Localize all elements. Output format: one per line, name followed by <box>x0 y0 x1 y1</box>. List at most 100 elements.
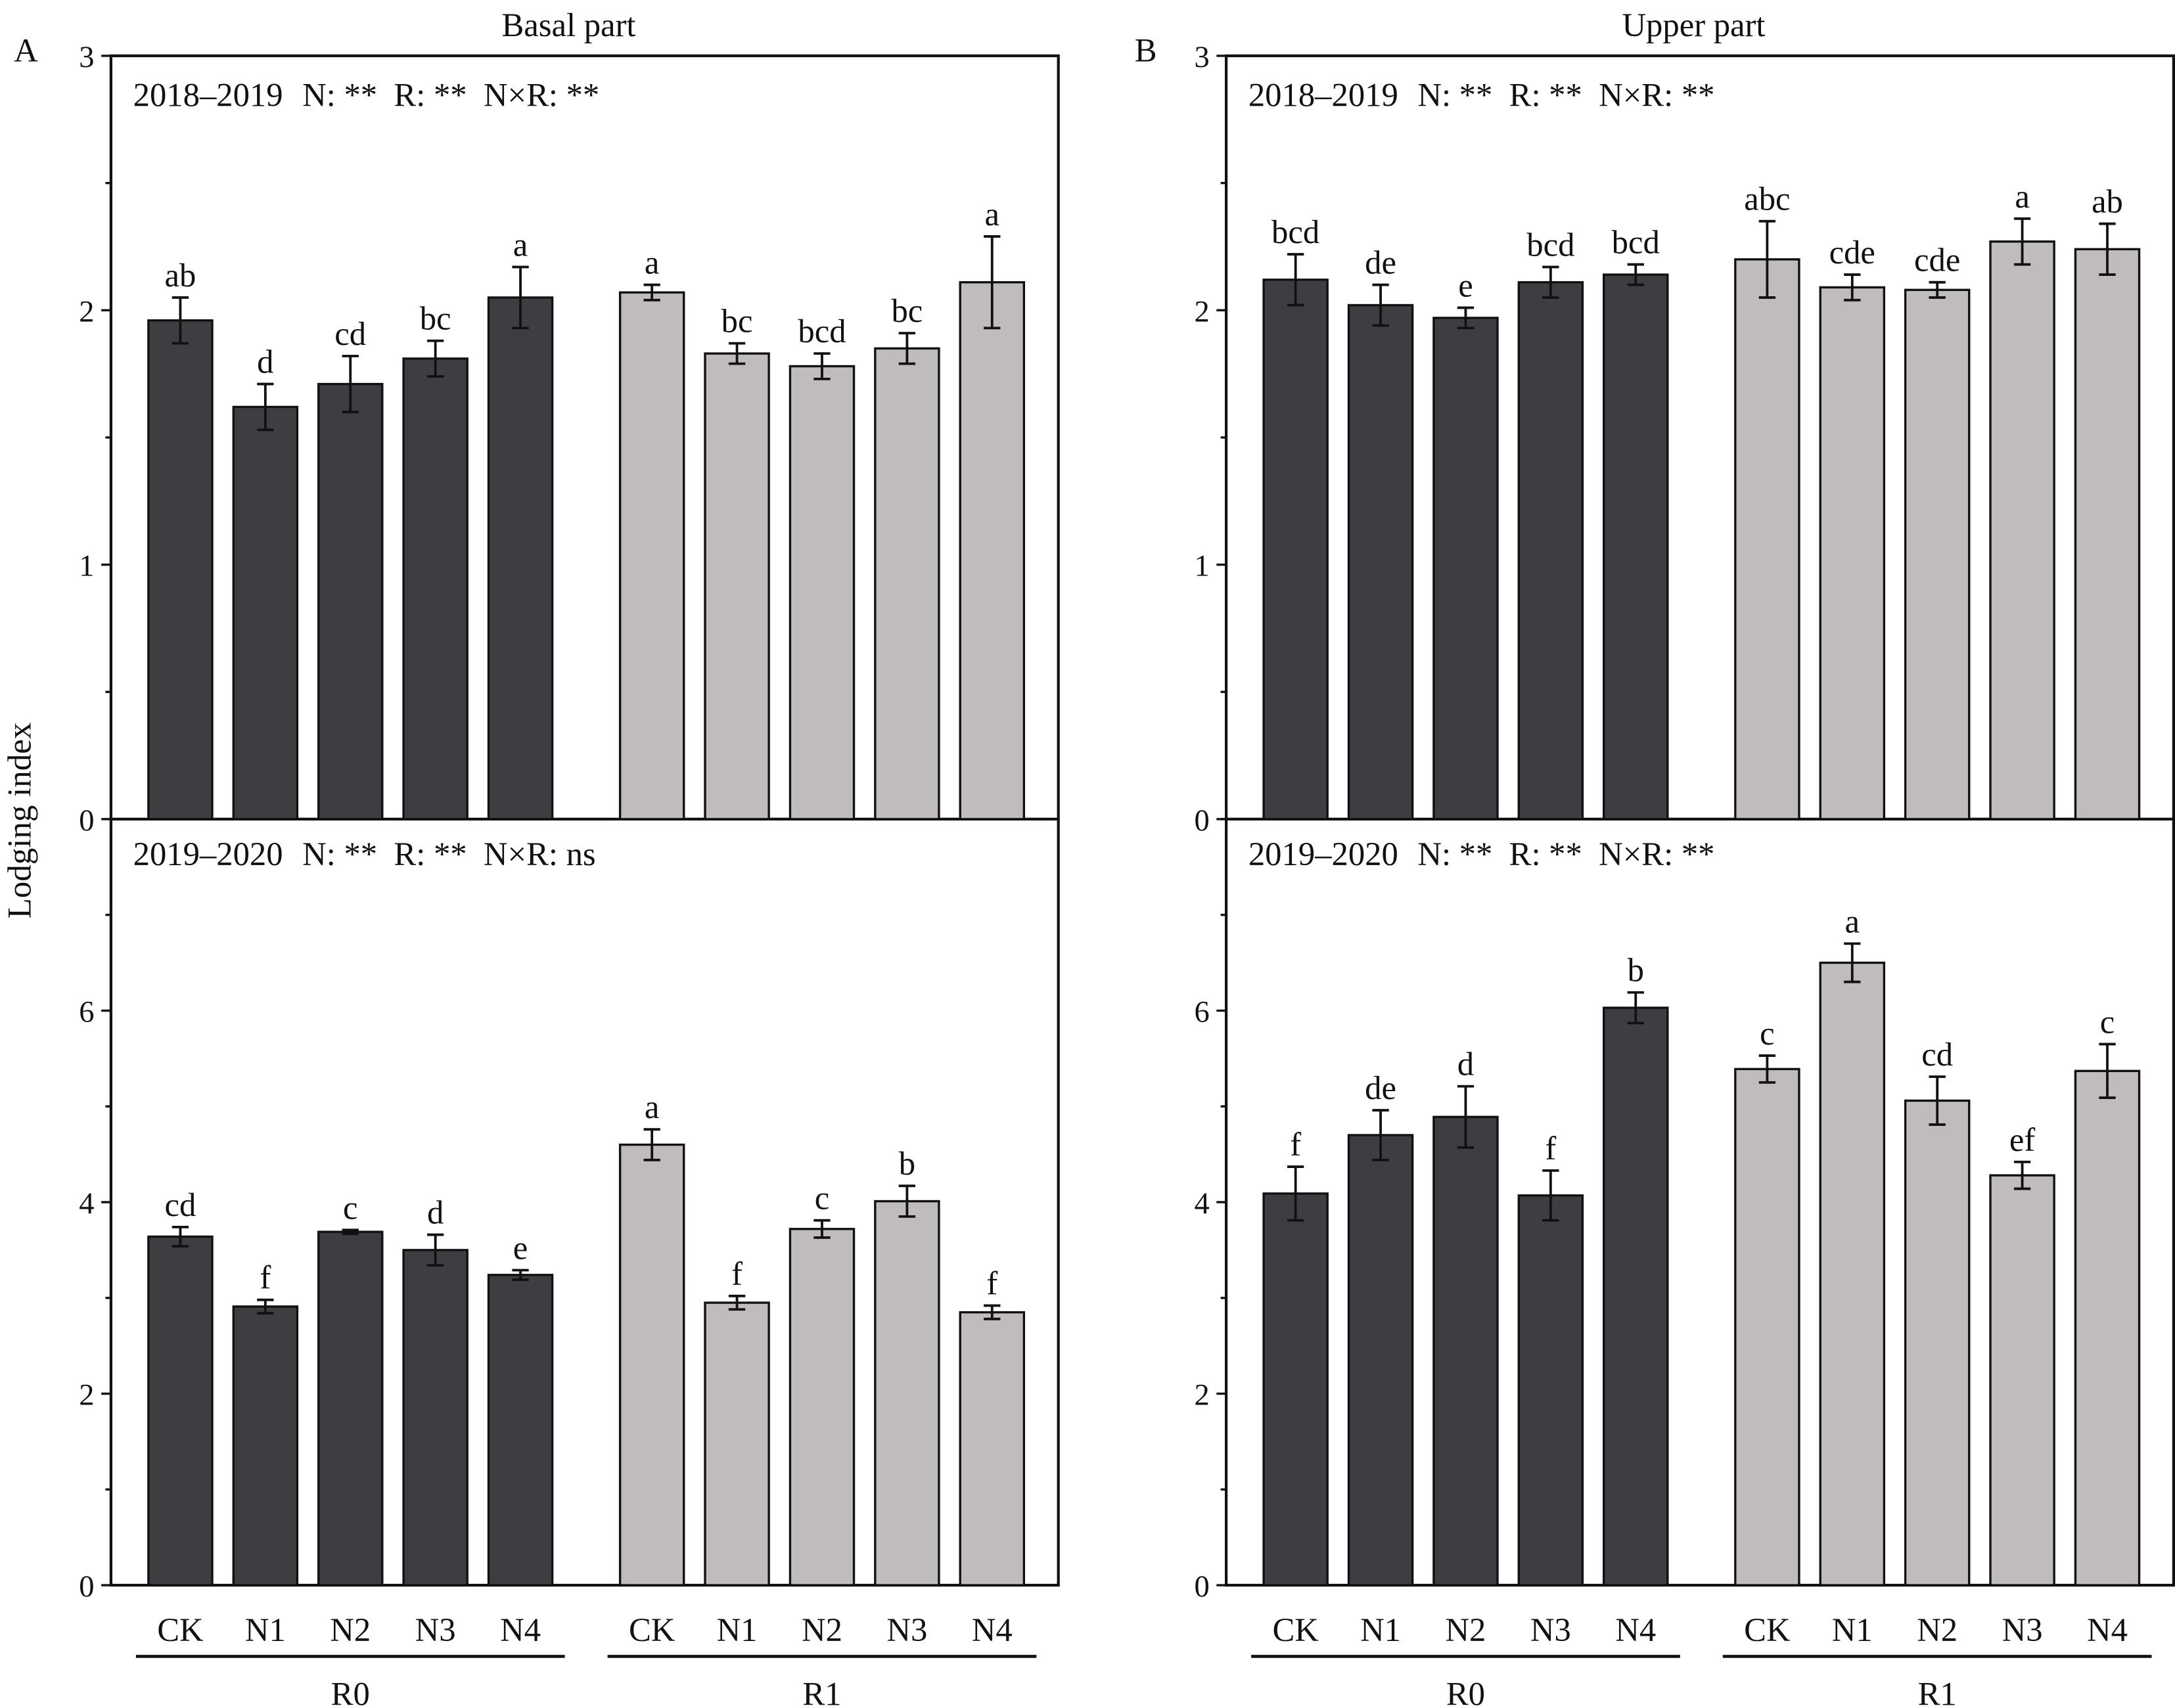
bar <box>402 357 469 820</box>
bar <box>147 1235 214 1586</box>
bar <box>1262 1192 1329 1586</box>
bar <box>402 1249 469 1586</box>
x-tick-label: N2 <box>1917 1611 1958 1648</box>
significance-letter: bc <box>721 302 753 339</box>
significance-letter: de <box>1365 244 1396 281</box>
bar <box>1819 286 1886 820</box>
significance-letter: cd <box>1921 1036 1953 1073</box>
bar <box>874 347 940 820</box>
bar <box>2074 1069 2141 1586</box>
bar <box>487 296 554 820</box>
significance-letter: f <box>260 1259 271 1296</box>
y-tick-label: 0 <box>79 803 94 838</box>
significance-letter: ab <box>165 257 196 294</box>
significance-letter: a <box>985 196 999 233</box>
bar <box>317 382 384 820</box>
x-tick-label: N1 <box>1360 1611 1401 1648</box>
bar <box>789 365 856 820</box>
significance-letter: bcd <box>1271 214 1319 250</box>
bar <box>704 1301 770 1586</box>
panel-title-basal: Basal part <box>502 7 636 43</box>
significance-letter: bcd <box>1526 226 1574 263</box>
bar <box>704 352 770 820</box>
significance-letter: de <box>1365 1069 1396 1106</box>
bar <box>1603 1006 1669 1586</box>
significance-letter: abc <box>1744 181 1790 217</box>
significance-letter: cd <box>334 315 366 352</box>
significance-letter: f <box>731 1255 743 1292</box>
bar <box>789 1228 856 1586</box>
bar <box>1989 1174 2055 1586</box>
significance-letter: cd <box>165 1186 196 1223</box>
bar <box>1904 288 1971 820</box>
bar <box>232 405 299 820</box>
year-label: 2019–2020 <box>133 836 283 872</box>
bar <box>232 1305 299 1586</box>
bar <box>1734 258 1800 820</box>
x-tick-label: CK <box>157 1611 204 1648</box>
significance-letter: ab <box>2092 183 2123 219</box>
x-tick-label: N1 <box>245 1611 286 1648</box>
y-tick-label: 6 <box>79 995 94 1029</box>
bar <box>618 1143 685 1586</box>
significance-letter: b <box>899 1145 915 1182</box>
stats-label-bottom: 2019–2020 N: ** R: ** N×R: ns <box>133 836 596 872</box>
panel-title-upper: Upper part <box>1622 7 1765 43</box>
bar <box>1603 273 1669 820</box>
y-tick-label: 3 <box>1195 40 1210 74</box>
bar <box>1517 1194 1584 1586</box>
significance-letter: d <box>427 1194 444 1230</box>
y-tick-label: 4 <box>79 1186 94 1221</box>
significance-letter: a <box>2015 178 2029 215</box>
y-tick-label: 4 <box>1195 1186 1210 1221</box>
stats-label-top: 2018–2019 N: ** R: ** N×R: ** <box>133 76 600 113</box>
stats-label-bottom: 2019–2020 N: ** R: ** N×R: ** <box>1248 836 1715 872</box>
significance-letter: e <box>1458 267 1473 303</box>
x-tick-label: CK <box>1744 1611 1791 1648</box>
significance-letter: a <box>513 226 528 263</box>
year-label: 2019–2020 <box>1248 836 1398 872</box>
significance-letter: d <box>257 343 273 380</box>
x-tick-label: N2 <box>1445 1611 1486 1648</box>
significance-letter: c <box>1760 1015 1774 1052</box>
y-tick-label: 2 <box>1195 294 1210 328</box>
significance-letter: a <box>645 1089 659 1125</box>
y-tick-label: 1 <box>79 549 94 583</box>
significance-letter: b <box>1628 952 1644 989</box>
group-label: R0 <box>1446 1676 1485 1708</box>
bar <box>1347 1134 1414 1586</box>
significance-letter: f <box>986 1265 997 1301</box>
bar <box>618 291 685 820</box>
bar <box>1432 1115 1499 1586</box>
x-tick-label: N2 <box>330 1611 371 1648</box>
y-tick-label: 0 <box>1195 803 1210 838</box>
significance-letter: bcd <box>1612 223 1660 260</box>
x-tick-label: N4 <box>2087 1611 2128 1648</box>
bar <box>487 1274 554 1586</box>
y-tick-label: 2 <box>79 1378 94 1412</box>
panel-basal-part: A Basal part 2018–2019 N: ** R: ** N×R: *… <box>14 7 1060 1708</box>
bar <box>959 281 1026 820</box>
significance-letter: c <box>815 1180 829 1217</box>
bar <box>1989 240 2055 820</box>
anova-stats: N: ** R: ** N×R: ns <box>302 836 596 872</box>
bar <box>317 1230 384 1586</box>
stats-label-top: 2018–2019 N: ** R: ** N×R: ** <box>1248 76 1715 113</box>
significance-letter: bc <box>891 292 923 329</box>
x-tick-label: CK <box>629 1611 675 1648</box>
bar <box>1432 317 1499 820</box>
significance-letter: ef <box>2009 1121 2035 1158</box>
significance-letter: cde <box>1914 242 1960 279</box>
significance-letter: e <box>513 1229 528 1266</box>
y-tick-label: 2 <box>1195 1378 1210 1412</box>
group-label: R1 <box>802 1676 841 1708</box>
panel-upper-part: B Upper part 2018–2019 N: ** R: ** N×R: *… <box>1135 7 2175 1708</box>
bar <box>2074 248 2141 820</box>
bar <box>1819 961 1886 1586</box>
chart-marks: 0 1 2 3 bcd de e bcd bcd abc cde cde a ab 0 2 4 6 f de d f b c a… <box>1195 40 2175 1708</box>
x-tick-label: N3 <box>1530 1611 1571 1648</box>
significance-letter: bcd <box>798 313 846 349</box>
bar <box>1517 281 1584 820</box>
